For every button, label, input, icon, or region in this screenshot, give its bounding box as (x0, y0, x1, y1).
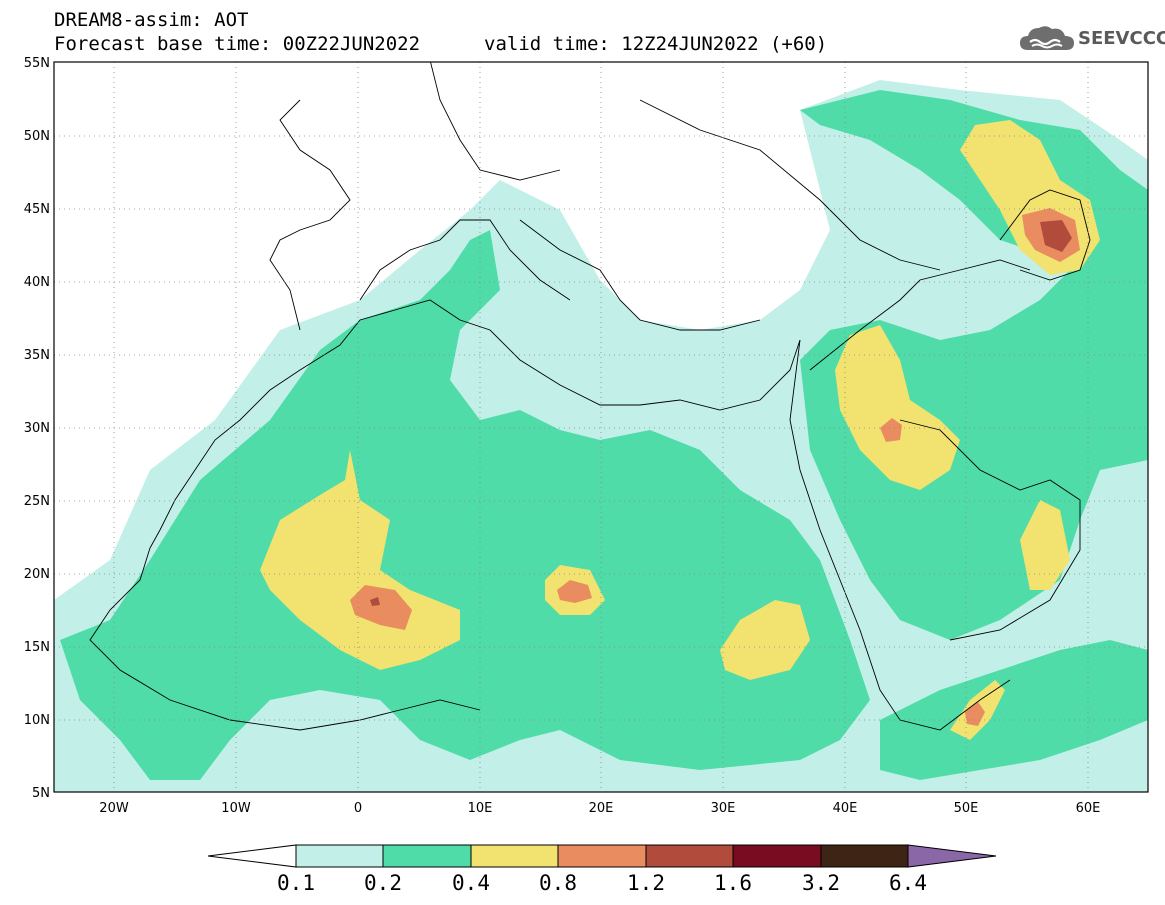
colorbar-swatch (382, 844, 472, 868)
colorbar-labels: 0.1 0.2 0.4 0.8 1.2 1.6 3.2 6.4 (277, 871, 927, 895)
lat-tick: 25N (24, 494, 50, 509)
lat-tick: 20N (24, 567, 50, 582)
colorbar-label: 3.2 (802, 871, 840, 895)
lon-axis: 20W 10W 0 10E 20E 30E 40E 50E 60E (99, 801, 1100, 816)
colorbar-label: 0.8 (539, 871, 577, 895)
lat-tick: 55N (24, 56, 50, 71)
valid-time: valid time: 12Z24JUN2022 (+60) (484, 33, 828, 55)
lon-tick: 20E (589, 801, 614, 816)
lat-tick: 10N (24, 713, 50, 728)
aot-contour-0.4-sudan (720, 600, 810, 680)
colorbar-swatch (557, 844, 647, 868)
colorbar-swatch (645, 844, 734, 868)
lon-tick: 40E (833, 801, 858, 816)
lat-tick: 5N (32, 786, 50, 801)
lon-tick: 60E (1076, 801, 1101, 816)
logo-text: SEEVCCC (1078, 28, 1165, 49)
lon-tick: 30E (711, 801, 736, 816)
lat-tick: 15N (24, 640, 50, 655)
aot-contour-1.2-mali (370, 597, 380, 606)
forecast-base-time: Forecast base time: 00Z22JUN2022 (54, 33, 421, 55)
lat-tick: 50N (24, 129, 50, 144)
aot-contour-0.2-south (880, 640, 1148, 780)
colorbar-swatch (295, 844, 384, 868)
seevccc-logo: SEEVCCC (1018, 22, 1165, 56)
lat-tick: 30N (24, 421, 50, 436)
cloud-icon (1020, 26, 1074, 50)
map-frame (53, 61, 1149, 793)
lat-axis: 55N 50N 45N 40N 35N 30N 25N 20N 15N 10N … (24, 56, 50, 801)
colorbar-label: 6.4 (889, 871, 927, 895)
aot-contour-1.2-caspian (1040, 220, 1072, 252)
coastlines (89, 62, 1091, 731)
map-grid (54, 62, 1148, 792)
colorbar-high-arrow (907, 844, 997, 868)
colorbar-swatch (470, 844, 559, 868)
lat-tick: 45N (24, 202, 50, 217)
lat-tick: 35N (24, 348, 50, 363)
colorbar-label: 1.2 (627, 871, 665, 895)
aot-field (54, 80, 1148, 792)
lon-tick: 10W (221, 801, 251, 816)
colorbar-label: 0.2 (364, 871, 402, 895)
colorbar-swatch (820, 844, 909, 868)
colorbar-label: 0.1 (277, 871, 315, 895)
colorbar-swatch (732, 844, 822, 868)
colorbar-label: 0.4 (452, 871, 490, 895)
aot-contour-0.2-west (60, 230, 870, 780)
lon-tick: 20W (99, 801, 129, 816)
aot-contour-0.4-oman (1020, 500, 1070, 590)
aot-contour-0.8-mali (350, 585, 412, 630)
aot-contour-0.8-chad (557, 580, 592, 603)
map-title: DREAM8-assim: AOT (54, 9, 249, 31)
aot-contour-0.4-iraq (835, 325, 960, 490)
lon-tick: 10E (468, 801, 493, 816)
aot-contour-0.8-iraq (880, 418, 902, 442)
colorbar-low-arrow (207, 844, 297, 868)
lon-tick: 50E (954, 801, 979, 816)
colorbar-label: 1.6 (714, 871, 752, 895)
lon-tick: 0 (354, 801, 362, 816)
colorbar (207, 844, 997, 868)
lat-tick: 40N (24, 275, 50, 290)
